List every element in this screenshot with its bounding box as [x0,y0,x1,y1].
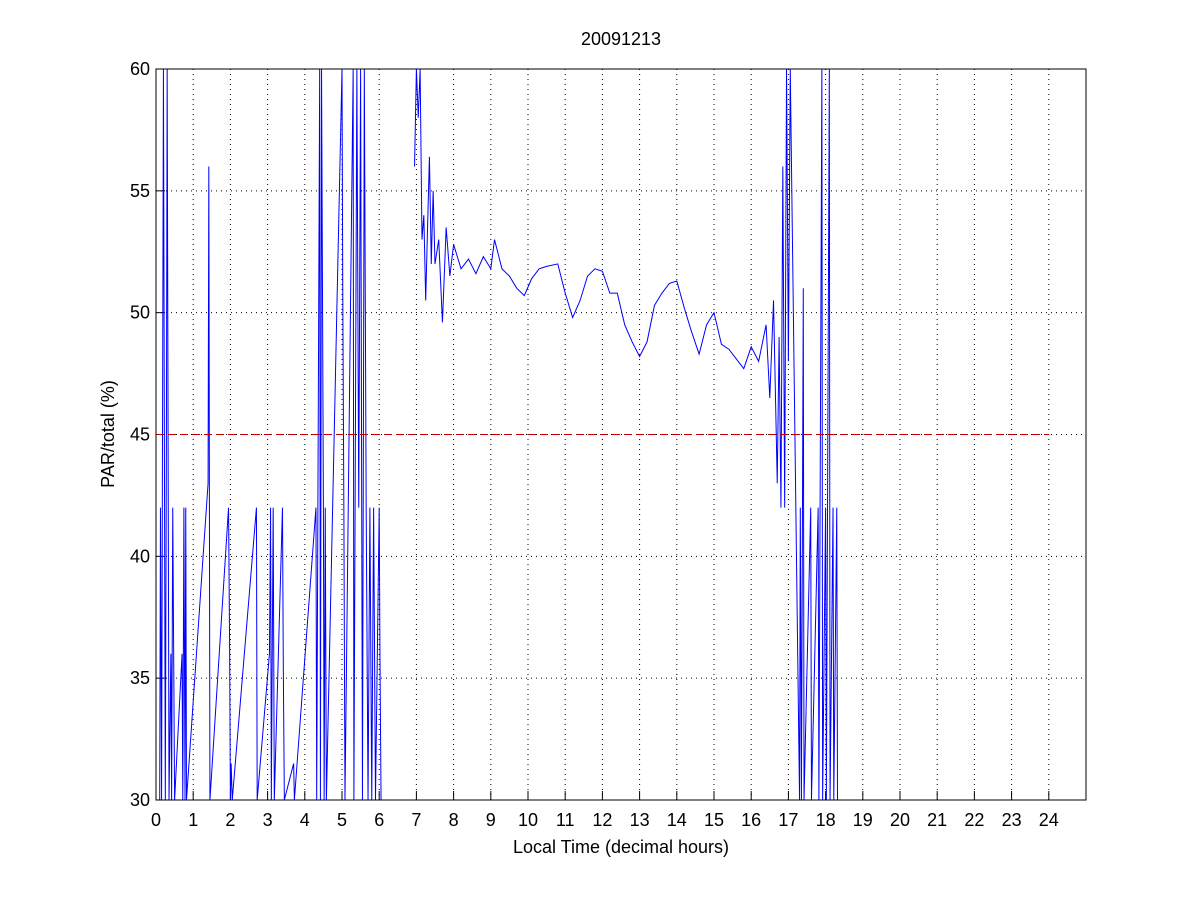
x-tick-label: 11 [556,810,575,830]
x-tick-label: 12 [592,810,612,830]
y-axis-label: PAR/total (%) [98,380,118,488]
x-tick-label: 19 [853,810,873,830]
x-tick-label: 6 [374,810,384,830]
x-tick-label: 7 [411,810,421,830]
data-line [159,69,838,800]
x-tick-label: 3 [263,810,273,830]
x-tick-label: 13 [630,810,650,830]
x-tick-label: 5 [337,810,347,830]
x-tick-label: 10 [518,810,538,830]
x-tick-label: 17 [778,810,798,830]
x-tick-label: 4 [300,810,310,830]
x-tick-label: 2 [225,810,235,830]
x-tick-label: 20 [890,810,910,830]
y-tick-label: 60 [130,59,150,79]
x-tick-label: 16 [741,810,761,830]
x-tick-label: 18 [816,810,836,830]
y-tick-label: 35 [130,668,150,688]
y-tick-label: 45 [130,425,150,445]
x-axis-label: Local Time (decimal hours) [513,837,729,857]
x-tick-label: 0 [151,810,161,830]
chart-title: 20091213 [581,29,661,49]
x-tick-label: 23 [1002,810,1022,830]
x-tick-label: 15 [704,810,724,830]
y-tick-label: 50 [130,303,150,323]
plot-frame [155,68,1087,801]
x-tick-label: 21 [927,810,947,830]
y-tick-label: 55 [130,181,150,201]
x-tick-label: 9 [486,810,496,830]
y-tick-label: 40 [130,546,150,566]
x-tick-label: 22 [964,810,984,830]
x-tick-label: 14 [667,810,687,830]
x-tick-label: 8 [449,810,459,830]
x-tick-label: 1 [188,810,198,830]
x-tick-label: 24 [1039,810,1059,830]
y-tick-label: 30 [130,790,150,810]
